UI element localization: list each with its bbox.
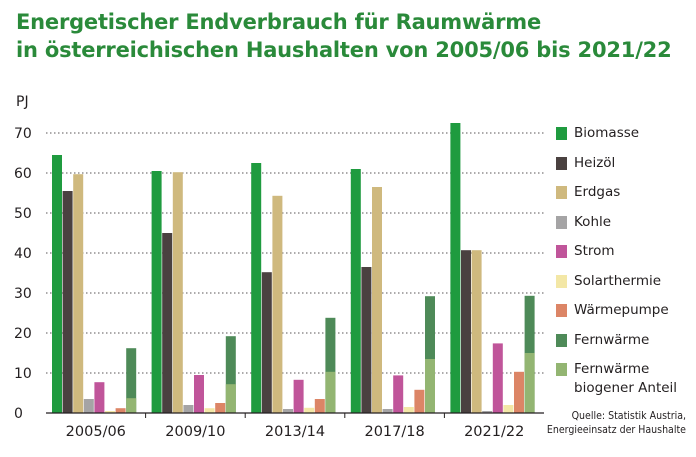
bar-w-rmepumpe-2017-18 [414, 389, 425, 413]
bars [52, 123, 535, 413]
legend-swatch [556, 333, 567, 347]
x-tick-label: 2013/14 [265, 424, 325, 440]
chart-title: Energetischer Endverbrauch für Raumwärme… [16, 8, 672, 64]
bar-strom-2005-06 [94, 382, 105, 413]
y-tick-label: 40 [14, 246, 32, 262]
bar-fernw-rme-2017-18 [425, 296, 435, 413]
bar-heiz-l-2009-10 [162, 233, 173, 413]
legend-swatch [556, 274, 567, 288]
bar-biomasse-2013-14 [251, 163, 262, 413]
x-axis-ticks: 2005/06 2009/10 2013/14 2017/18 2021/22 [66, 413, 524, 440]
bar-biomasse-2009-10 [151, 171, 162, 413]
y-tick-label: 30 [14, 286, 32, 302]
bar-solarthermie-2017-18 [403, 407, 414, 413]
legend-label: Erdgas [574, 184, 621, 200]
bar-w-rmepumpe-2013-14 [314, 399, 325, 413]
bar-fernwaerme-biogen-2009-10 [225, 384, 236, 413]
x-tick-label: 2009/10 [165, 424, 225, 440]
bar-heiz-l-2021-22 [461, 250, 471, 413]
bar-fernw-rme-2005-06 [126, 348, 137, 413]
legend-swatch [556, 127, 567, 140]
legend-swatch [556, 245, 567, 258]
y-tick-label: 20 [14, 326, 32, 342]
legend-label: Fernwärme biogener Anteil [574, 361, 678, 396]
bar-fernw-rme-2013-14 [325, 317, 336, 413]
bar-kohle-2005-06 [83, 399, 94, 413]
bar-solarthermie-2005-06 [105, 411, 115, 413]
bar-kohle-2009-10 [183, 405, 194, 413]
source-line-1: Quelle: Statistik Austria, [571, 410, 686, 422]
bar-kohle-2017-18 [382, 409, 393, 413]
chart-title-line-2: in österreichischen Haushalten von 2005/… [16, 38, 672, 62]
legend-label: Biomasse [574, 125, 640, 141]
bar-erdgas-2013-14 [272, 195, 283, 413]
bar-fernw-rme-2009-10 [225, 336, 236, 413]
bar-erdgas-2009-10 [172, 172, 183, 413]
legend-swatch [556, 304, 567, 317]
legend-label: Solarthermie [574, 272, 662, 289]
chart-title-line-1: Energetischer Endverbrauch für Raumwärme [16, 10, 542, 34]
bar-biomasse-2021-22 [450, 123, 461, 413]
bar-solarthermie-2013-14 [304, 407, 315, 413]
bar-strom-2017-18 [393, 375, 404, 413]
gridlines [46, 132, 544, 374]
bar-w-rmepumpe-2009-10 [215, 403, 226, 413]
bar-erdgas-2005-06 [73, 174, 84, 413]
bar-fernwaerme-biogen-2021-22 [524, 353, 535, 413]
legend-label: Fernwärme [574, 331, 650, 348]
x-tick-label: 2021/22 [464, 424, 524, 440]
bar-erdgas-2017-18 [372, 187, 382, 413]
x-tick-label: 2017/18 [364, 424, 424, 440]
bar-erdgas-2021-22 [471, 250, 482, 413]
source-line-2: Energieeinsatz der Haushalte [546, 424, 686, 436]
bar-strom-2009-10 [194, 375, 204, 413]
bar-fernwaerme-biogen-2017-18 [425, 359, 435, 413]
legend-label: Wärmepumpe [574, 302, 669, 318]
legend-swatch [556, 156, 567, 170]
bar-strom-2021-22 [492, 343, 503, 413]
y-tick-label: 70 [14, 126, 32, 142]
legend-label: Strom [574, 243, 615, 259]
y-axis-ticks: 0 10 20 30 40 50 60 70 [14, 126, 32, 422]
source-note: Quelle: Statistik Austria, Energieeinsat… [547, 409, 686, 437]
y-tick-label: 10 [14, 366, 32, 382]
bar-fernwaerme-biogen-2013-14 [325, 371, 336, 413]
bar-w-rmepumpe-2005-06 [115, 408, 126, 413]
y-tick-label: 0 [14, 406, 23, 422]
bar-w-rmepumpe-2021-22 [514, 371, 524, 413]
bar-solarthermie-2021-22 [503, 405, 514, 413]
legend-label: Heizöl [574, 154, 616, 171]
bar-fernwaerme-biogen-2005-06 [126, 398, 137, 413]
y-axis-label: PJ [16, 94, 29, 110]
bar-strom-2013-14 [293, 379, 304, 413]
bar-heiz-l-2013-14 [261, 272, 272, 413]
bar-kohle-2013-14 [283, 409, 293, 413]
bar-biomasse-2005-06 [52, 155, 62, 413]
bar-solarthermie-2009-10 [204, 408, 215, 413]
legend-swatch [556, 363, 567, 376]
x-tick-label: 2005/06 [66, 424, 126, 440]
legend-swatch [556, 186, 567, 199]
legend-label: Kohle [574, 213, 612, 230]
bar-heiz-l-2005-06 [62, 191, 73, 413]
y-tick-label: 60 [14, 166, 32, 182]
bar-biomasse-2017-18 [350, 169, 361, 413]
legend-swatch [556, 215, 567, 229]
bar-heiz-l-2017-18 [361, 267, 372, 413]
y-tick-label: 50 [14, 206, 32, 222]
bar-kohle-2021-22 [482, 411, 493, 413]
